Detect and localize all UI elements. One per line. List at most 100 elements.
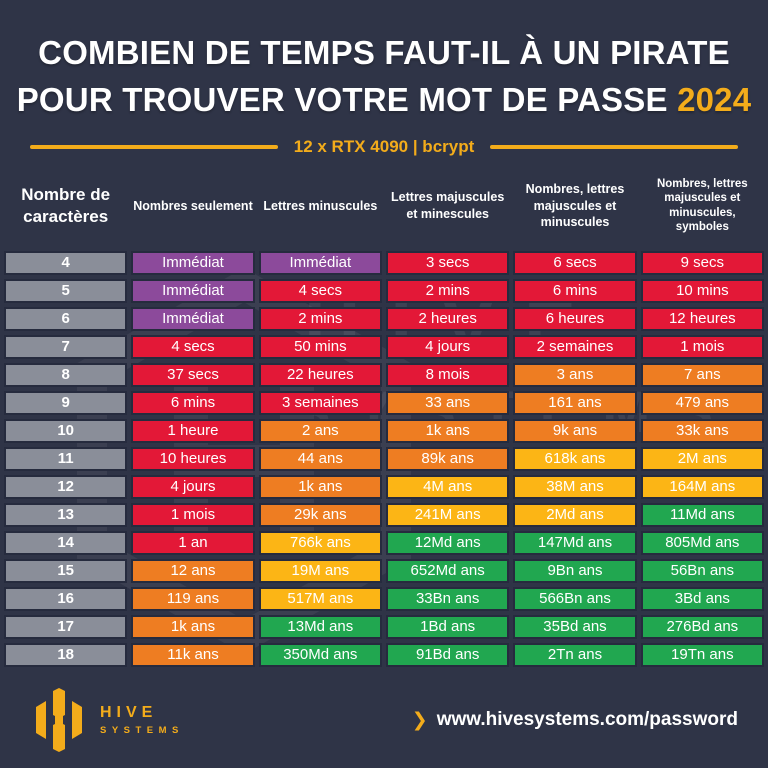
time-cell: 164M ans (640, 474, 764, 499)
time-cell: 805Md ans (640, 530, 764, 555)
time-cell: 29k ans (258, 502, 382, 527)
column-header-char-count: Nombre de caractères (21, 185, 111, 226)
brand-text: HIVE SYSTEMS (100, 704, 184, 736)
char-count-cell: 9 (4, 390, 128, 415)
time-cell: 2 ans (258, 418, 382, 443)
time-cell: 9Bn ans (513, 558, 637, 583)
time-cell: Immédiat (131, 278, 255, 303)
time-cell: 161 ans (513, 390, 637, 415)
time-cell: 56Bn ans (640, 558, 764, 583)
time-cell: 1k ans (131, 614, 255, 639)
website-link[interactable]: ❯ www.hivesystems.com/password (412, 709, 738, 732)
char-count-cell: 6 (4, 306, 128, 331)
time-cell: 11Md ans (640, 502, 764, 527)
time-cell: 19M ans (258, 558, 382, 583)
time-cell: 19Tn ans (640, 642, 764, 667)
time-cell: 12 heures (640, 306, 764, 331)
time-cell: 119 ans (131, 586, 255, 611)
brand-name: HIVE (100, 704, 158, 721)
subtitle-rule-left (30, 144, 278, 149)
time-cell: 350Md ans (258, 642, 382, 667)
time-cell: 33 ans (386, 390, 510, 415)
time-cell: 2Md ans (513, 502, 637, 527)
time-cell: 4 secs (258, 278, 382, 303)
time-cell: 3 ans (513, 362, 637, 387)
time-cell: 33Bn ans (386, 586, 510, 611)
time-cell: 1 heure (131, 418, 255, 443)
time-cell: 3 semaines (258, 390, 382, 415)
time-cell: Immédiat (258, 250, 382, 275)
time-cell: 241M ans (386, 502, 510, 527)
time-cell: 618k ans (513, 446, 637, 471)
time-cell: 11k ans (131, 642, 255, 667)
char-count-cell: 7 (4, 334, 128, 359)
time-cell: 4 secs (131, 334, 255, 359)
time-cell: 9 secs (640, 250, 764, 275)
time-cell: 6 mins (513, 278, 637, 303)
char-count-cell: 15 (4, 558, 128, 583)
time-cell: 22 heures (258, 362, 382, 387)
time-cell: 12 ans (131, 558, 255, 583)
title-line-2: POUR TROUVER VOTRE MOT DE PASSE 2024 (16, 80, 752, 118)
title-line-1: COMBIEN DE TEMPS FAUT-IL À UN PIRATE (38, 34, 730, 71)
time-cell: 3 secs (386, 250, 510, 275)
time-cell: 2 mins (386, 278, 510, 303)
time-cell: 10 heures (131, 446, 255, 471)
hive-systems-logo: HIVE SYSTEMS (30, 687, 184, 753)
time-cell: 3Bd ans (640, 586, 764, 611)
website-url: www.hivesystems.com/password (436, 709, 738, 730)
char-count-cell: 11 (4, 446, 128, 471)
column-header-3: Lettres majuscules et minescules (391, 190, 505, 221)
time-cell: 1k ans (258, 474, 382, 499)
time-cell: 2 mins (258, 306, 382, 331)
time-cell: 2Tn ans (513, 642, 637, 667)
time-cell: 8 mois (386, 362, 510, 387)
time-cell: 147Md ans (513, 530, 637, 555)
hardware-spec-label: 12 x RTX 4090 | bcrypt (293, 136, 475, 156)
char-count-cell: 10 (4, 418, 128, 443)
time-cell: Immédiat (131, 306, 255, 331)
column-header-5: Nombres, lettres majuscules et minuscule… (656, 177, 748, 234)
time-cell: 6 secs (513, 250, 637, 275)
time-cell: 652Md ans (386, 558, 510, 583)
char-count-cell: 5 (4, 278, 128, 303)
time-cell: 50 mins (258, 334, 382, 359)
char-count-cell: 4 (4, 250, 128, 275)
time-cell: 13Md ans (258, 614, 382, 639)
time-cell: 12Md ans (386, 530, 510, 555)
time-cell: 4M ans (386, 474, 510, 499)
time-cell: 276Bd ans (640, 614, 764, 639)
char-count-cell: 16 (4, 586, 128, 611)
time-cell: 10 mins (640, 278, 764, 303)
char-count-cell: 14 (4, 530, 128, 555)
title-year: 2024 (677, 80, 752, 118)
time-cell: 6 heures (513, 306, 637, 331)
time-cell: 37 secs (131, 362, 255, 387)
time-cell: 1 mois (131, 502, 255, 527)
column-header-1: Nombres seulement (133, 198, 253, 213)
time-cell: 7 ans (640, 362, 764, 387)
time-cell: 566Bn ans (513, 586, 637, 611)
char-count-cell: 13 (4, 502, 128, 527)
time-cell: 766k ans (258, 530, 382, 555)
time-cell: 33k ans (640, 418, 764, 443)
column-header-2: Lettres minuscules (263, 198, 378, 213)
time-cell: 1 an (131, 530, 255, 555)
footer: HIVE SYSTEMS ❯ www.hivesystems.com/passw… (0, 672, 768, 768)
table-wrap: HIVE SYSTEMS Nombre de caractèresNombres… (4, 165, 764, 667)
time-cell: 44 ans (258, 446, 382, 471)
time-cell: 479 ans (640, 390, 764, 415)
time-cell: 35Bd ans (513, 614, 637, 639)
time-cell: 1Bd ans (386, 614, 510, 639)
time-cell: 4 jours (131, 474, 255, 499)
char-count-cell: 12 (4, 474, 128, 499)
time-cell: 89k ans (386, 446, 510, 471)
column-header-4: Nombres, lettres majuscules et minuscule… (525, 182, 625, 229)
hive-logo-icon (36, 688, 82, 752)
time-cell: 6 mins (131, 390, 255, 415)
time-cell: Immédiat (131, 250, 255, 275)
time-cell: 1 mois (640, 334, 764, 359)
char-count-cell: 8 (4, 362, 128, 387)
time-cell: 1k ans (386, 418, 510, 443)
